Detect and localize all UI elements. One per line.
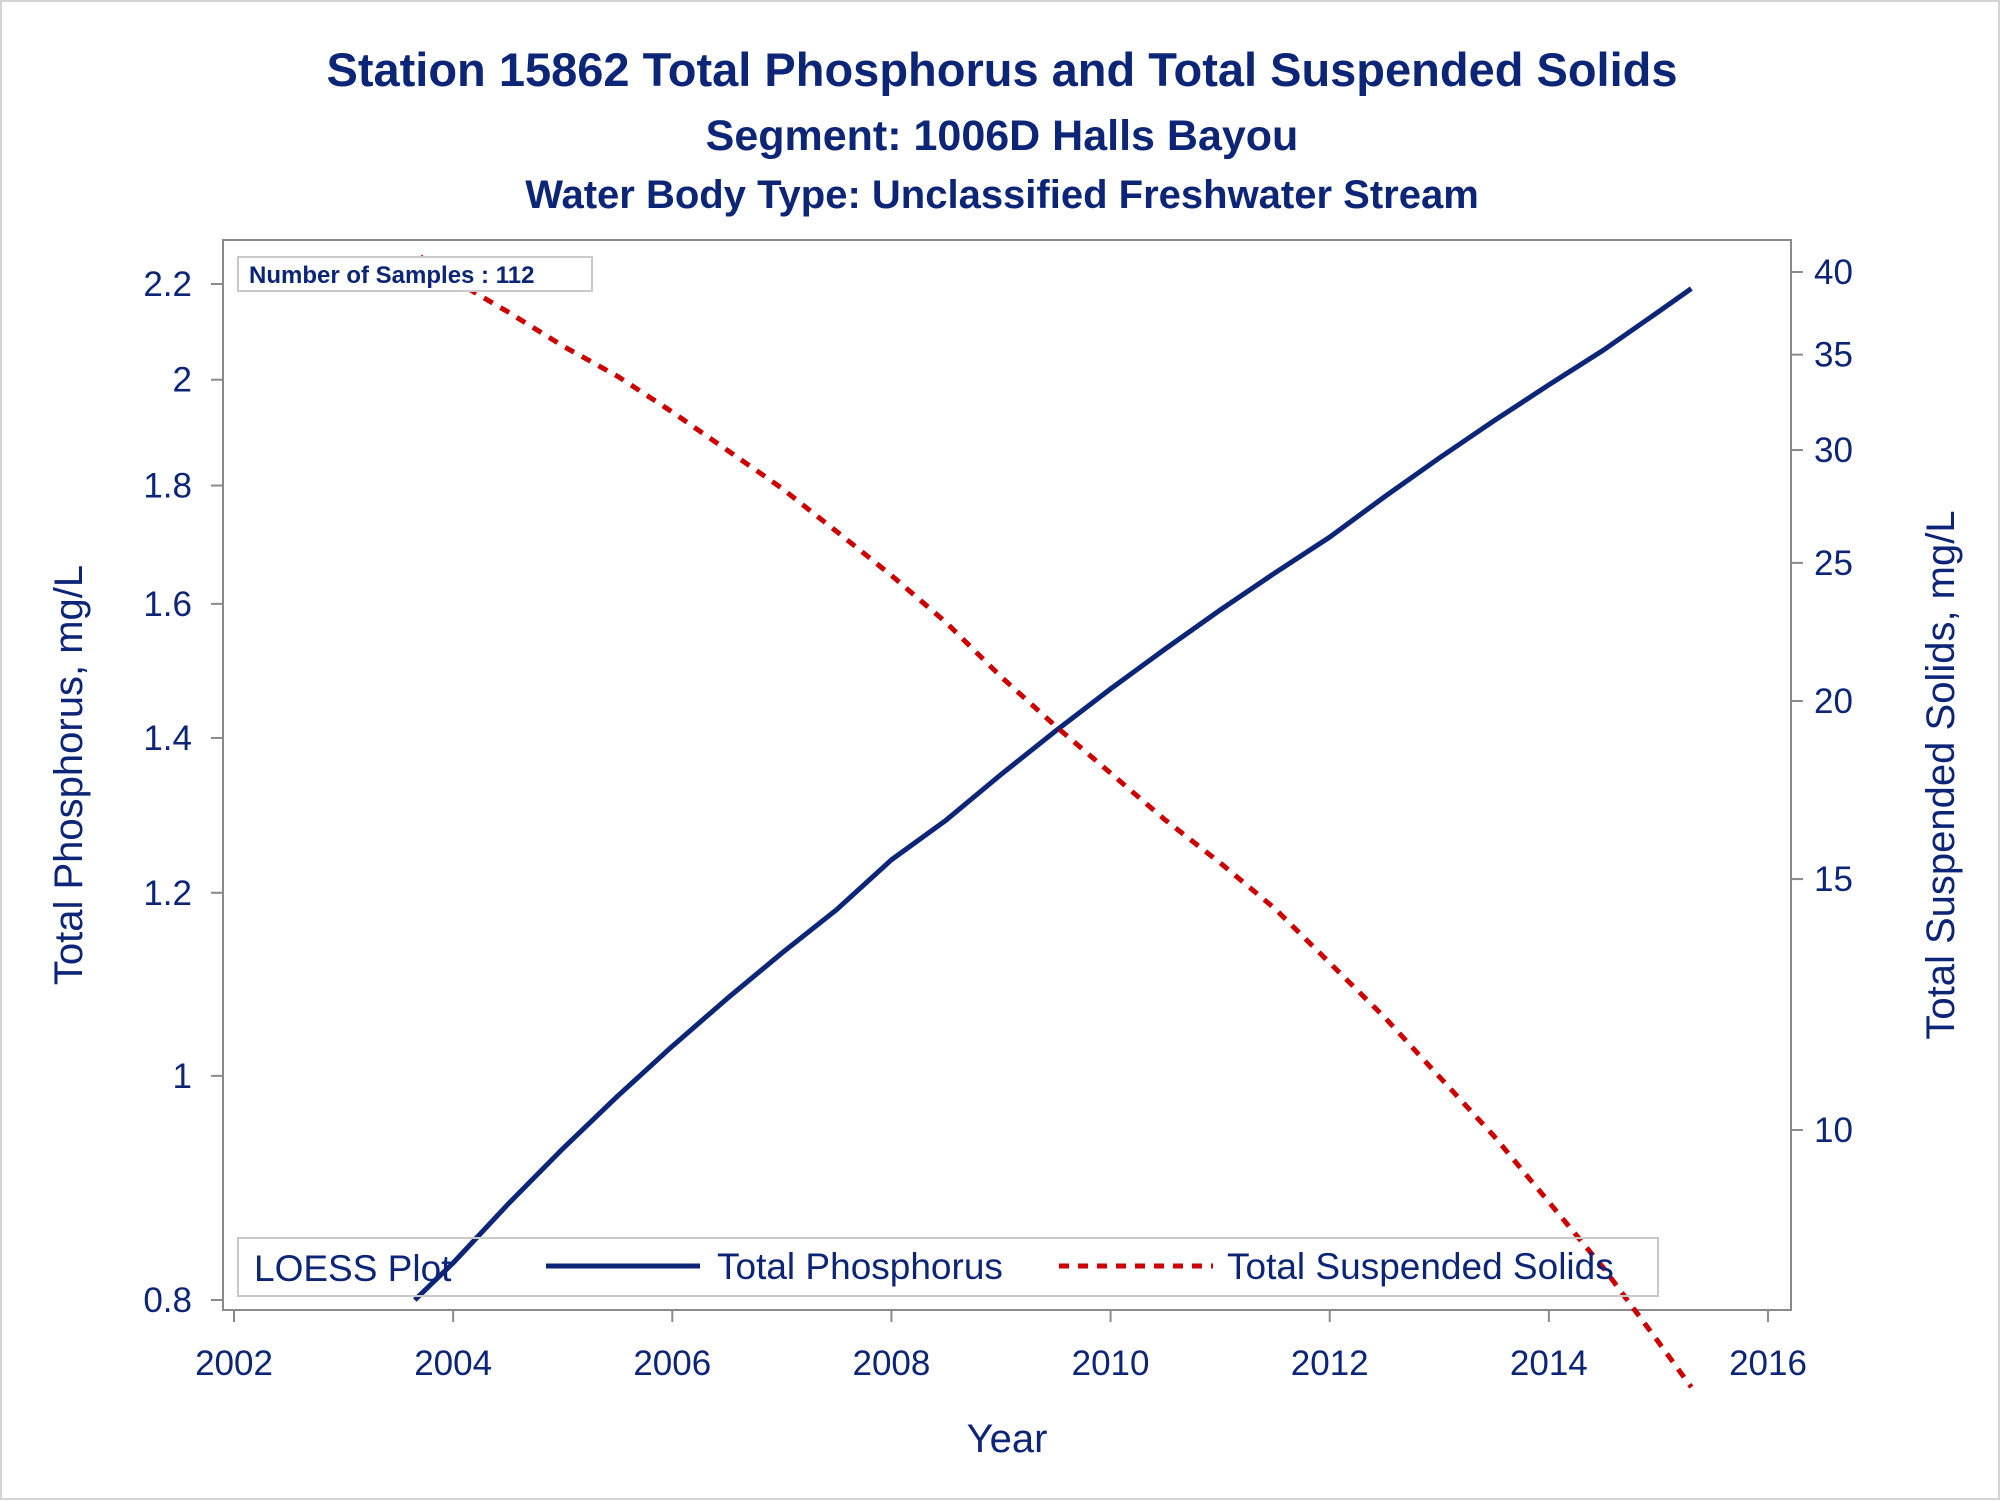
y-axis-left: 0.8 1 1.2 1.4 1.6 1.8 2 2.2 xyxy=(143,265,223,1320)
plot-area xyxy=(222,239,1792,1311)
series-line-total-phosphorus xyxy=(413,286,1693,1302)
x-tick-label: 2002 xyxy=(195,1344,273,1383)
y-tick-label: 1.8 xyxy=(143,467,192,506)
y-tick-label: 2.2 xyxy=(143,265,192,304)
y-tick-label: 0.8 xyxy=(143,1281,192,1320)
chart-title: Station 15862 Total Phosphorus and Total… xyxy=(327,43,1678,96)
y2-axis-label: Total Suspended Solids, mg/L xyxy=(1919,510,1963,1039)
x-tick-label: 2010 xyxy=(1072,1344,1150,1383)
x-axis: 2002 2004 2006 2008 2010 2012 2014 2016 xyxy=(195,1310,1807,1383)
y-tick-label: 1.6 xyxy=(143,585,192,624)
legend-box xyxy=(237,1237,1659,1297)
y2-tick-label: 30 xyxy=(1814,431,1853,470)
y2-tick-label: 10 xyxy=(1814,1111,1853,1150)
x-tick-label: 2014 xyxy=(1510,1344,1588,1383)
y-tick-label: 1 xyxy=(173,1057,192,1096)
y2-tick-label: 40 xyxy=(1814,253,1853,292)
sample-count-label: Number of Samples : 112 xyxy=(249,262,534,289)
y2-tick-label: 20 xyxy=(1814,682,1853,721)
x-tick-label: 2006 xyxy=(633,1344,711,1383)
chart-subtitle: Segment: 1006D Halls Bayou xyxy=(706,112,1299,160)
x-axis-label: Year xyxy=(967,1417,1048,1461)
series-layer xyxy=(413,254,1694,1389)
y-axis-label: Total Phosphorus, mg/L xyxy=(47,565,91,985)
legend-label-phosphorus: Total Phosphorus xyxy=(717,1246,1003,1287)
y2-tick-label: 25 xyxy=(1814,544,1853,583)
y2-tick-label: 35 xyxy=(1814,336,1853,375)
series-line-total-suspended-solids xyxy=(418,254,1694,1389)
x-tick-label: 2016 xyxy=(1729,1344,1807,1383)
sample-count-box xyxy=(237,256,593,292)
chart-subtitle-2: Water Body Type: Unclassified Freshwater… xyxy=(525,173,1479,217)
y-tick-label: 1.4 xyxy=(143,719,192,758)
legend-title: LOESS Plot xyxy=(254,1248,452,1289)
x-tick-label: 2008 xyxy=(852,1344,930,1383)
y2-tick-label: 15 xyxy=(1814,860,1853,899)
x-tick-label: 2012 xyxy=(1291,1344,1369,1383)
y-axis-right: 10 15 20 25 30 35 40 xyxy=(1791,253,1853,1150)
x-tick-label: 2004 xyxy=(414,1344,492,1383)
legend-label-tss: Total Suspended Solids xyxy=(1227,1246,1614,1287)
y-tick-label: 2 xyxy=(173,361,192,400)
y-tick-label: 1.2 xyxy=(143,874,192,913)
